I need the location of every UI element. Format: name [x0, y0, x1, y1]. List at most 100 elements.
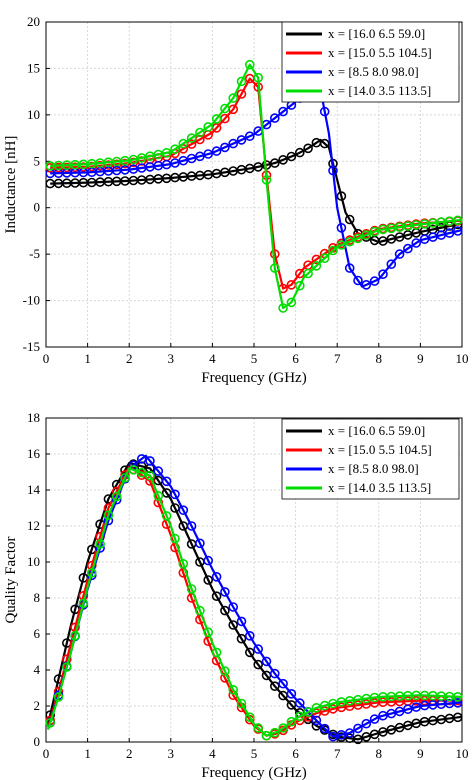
data-point	[269, 263, 280, 273]
data-point	[369, 714, 380, 724]
data-point	[336, 240, 347, 250]
data-point	[294, 280, 305, 291]
x-tick-label: 1	[84, 746, 91, 761]
legend: x = [16.0 6.5 59.0] x = [15.0 5.5 104.5] x…	[281, 418, 460, 500]
data-point	[186, 521, 197, 531]
data-point	[261, 656, 272, 667]
data-point	[62, 662, 72, 672]
data-point	[269, 668, 280, 679]
x-axis-label: Frequency (GHz)	[201, 370, 306, 386]
data-point	[245, 630, 255, 641]
y-tick-label: 10	[27, 107, 40, 122]
data-point	[361, 279, 372, 290]
data-point	[236, 616, 247, 627]
data-point	[203, 555, 213, 566]
data-point	[319, 723, 330, 734]
data-point	[386, 259, 397, 270]
x-tick-label: 6	[292, 746, 299, 761]
data-point	[228, 620, 238, 630]
data-point	[253, 72, 264, 83]
x-tick-label: 7	[334, 351, 341, 366]
data-point	[211, 114, 222, 124]
data-point	[153, 466, 164, 476]
x-tick-label: 4	[209, 351, 216, 366]
data-point	[269, 158, 280, 168]
data-point	[253, 659, 264, 670]
data-point	[294, 711, 305, 722]
series-line	[50, 63, 463, 310]
data-point	[353, 734, 363, 745]
data-point	[278, 155, 288, 165]
data-point	[161, 476, 172, 487]
data-point	[394, 706, 405, 717]
data-point	[195, 127, 205, 138]
data-point	[303, 143, 313, 154]
data-point	[278, 678, 288, 689]
data-point	[211, 591, 222, 602]
data-point	[319, 253, 330, 264]
data-point	[111, 491, 122, 502]
y-tick-label: 14	[27, 482, 41, 497]
data-point	[178, 558, 189, 569]
x-tick-label: 0	[43, 351, 50, 366]
data-point	[220, 587, 230, 597]
x-tick-label: 7	[334, 746, 341, 761]
data-point	[319, 138, 330, 149]
data-point	[236, 76, 247, 87]
legend-label: x = [16.0 6.5 59.0]	[328, 26, 425, 41]
x-tick-label: 4	[209, 746, 216, 761]
data-point	[303, 268, 313, 279]
data-point	[128, 464, 139, 475]
data-point	[369, 276, 380, 286]
data-point	[228, 138, 238, 149]
data-point	[269, 727, 280, 738]
data-point	[170, 158, 180, 168]
data-point	[178, 138, 189, 149]
series-line	[47, 467, 463, 737]
y-axis-label: Quality Factor	[3, 536, 19, 623]
data-point	[294, 698, 305, 708]
data-point	[278, 723, 288, 733]
data-point	[245, 131, 255, 141]
data-point	[211, 571, 222, 582]
data-point	[452, 691, 463, 702]
x-tick-label: 8	[376, 746, 383, 761]
legend-label: x = [14.0 3.5 113.5]	[328, 480, 431, 495]
data-point	[236, 89, 247, 99]
data-point	[78, 598, 89, 609]
data-point	[245, 59, 255, 70]
data-point	[236, 633, 247, 644]
data-point	[178, 155, 189, 166]
data-point	[203, 627, 213, 638]
data-point	[361, 230, 372, 240]
x-tick-label: 8	[376, 351, 383, 366]
x-tick-label: 5	[251, 746, 258, 761]
x-tick-label: 9	[417, 746, 424, 761]
data-point	[261, 730, 272, 741]
data-point	[103, 510, 114, 521]
data-point	[236, 135, 247, 145]
data-point	[311, 702, 322, 713]
data-point	[344, 214, 355, 225]
data-point	[45, 718, 56, 728]
data-point	[245, 712, 255, 723]
data-point	[403, 243, 413, 254]
data-point	[286, 151, 297, 162]
data-point	[178, 505, 189, 516]
data-point	[278, 303, 288, 313]
y-tick-label: -5	[29, 246, 40, 261]
data-point	[311, 715, 322, 726]
data-point	[269, 681, 280, 692]
data-point	[269, 113, 280, 123]
data-point	[170, 503, 180, 513]
data-point	[386, 724, 397, 735]
x-tick-label: 1	[84, 351, 91, 366]
data-point	[253, 723, 264, 733]
data-point	[161, 511, 172, 521]
data-point	[161, 148, 172, 158]
y-tick-label: 12	[27, 518, 40, 533]
data-point	[286, 688, 297, 699]
data-point	[220, 666, 230, 676]
data-point	[136, 467, 147, 478]
data-point	[195, 538, 205, 549]
